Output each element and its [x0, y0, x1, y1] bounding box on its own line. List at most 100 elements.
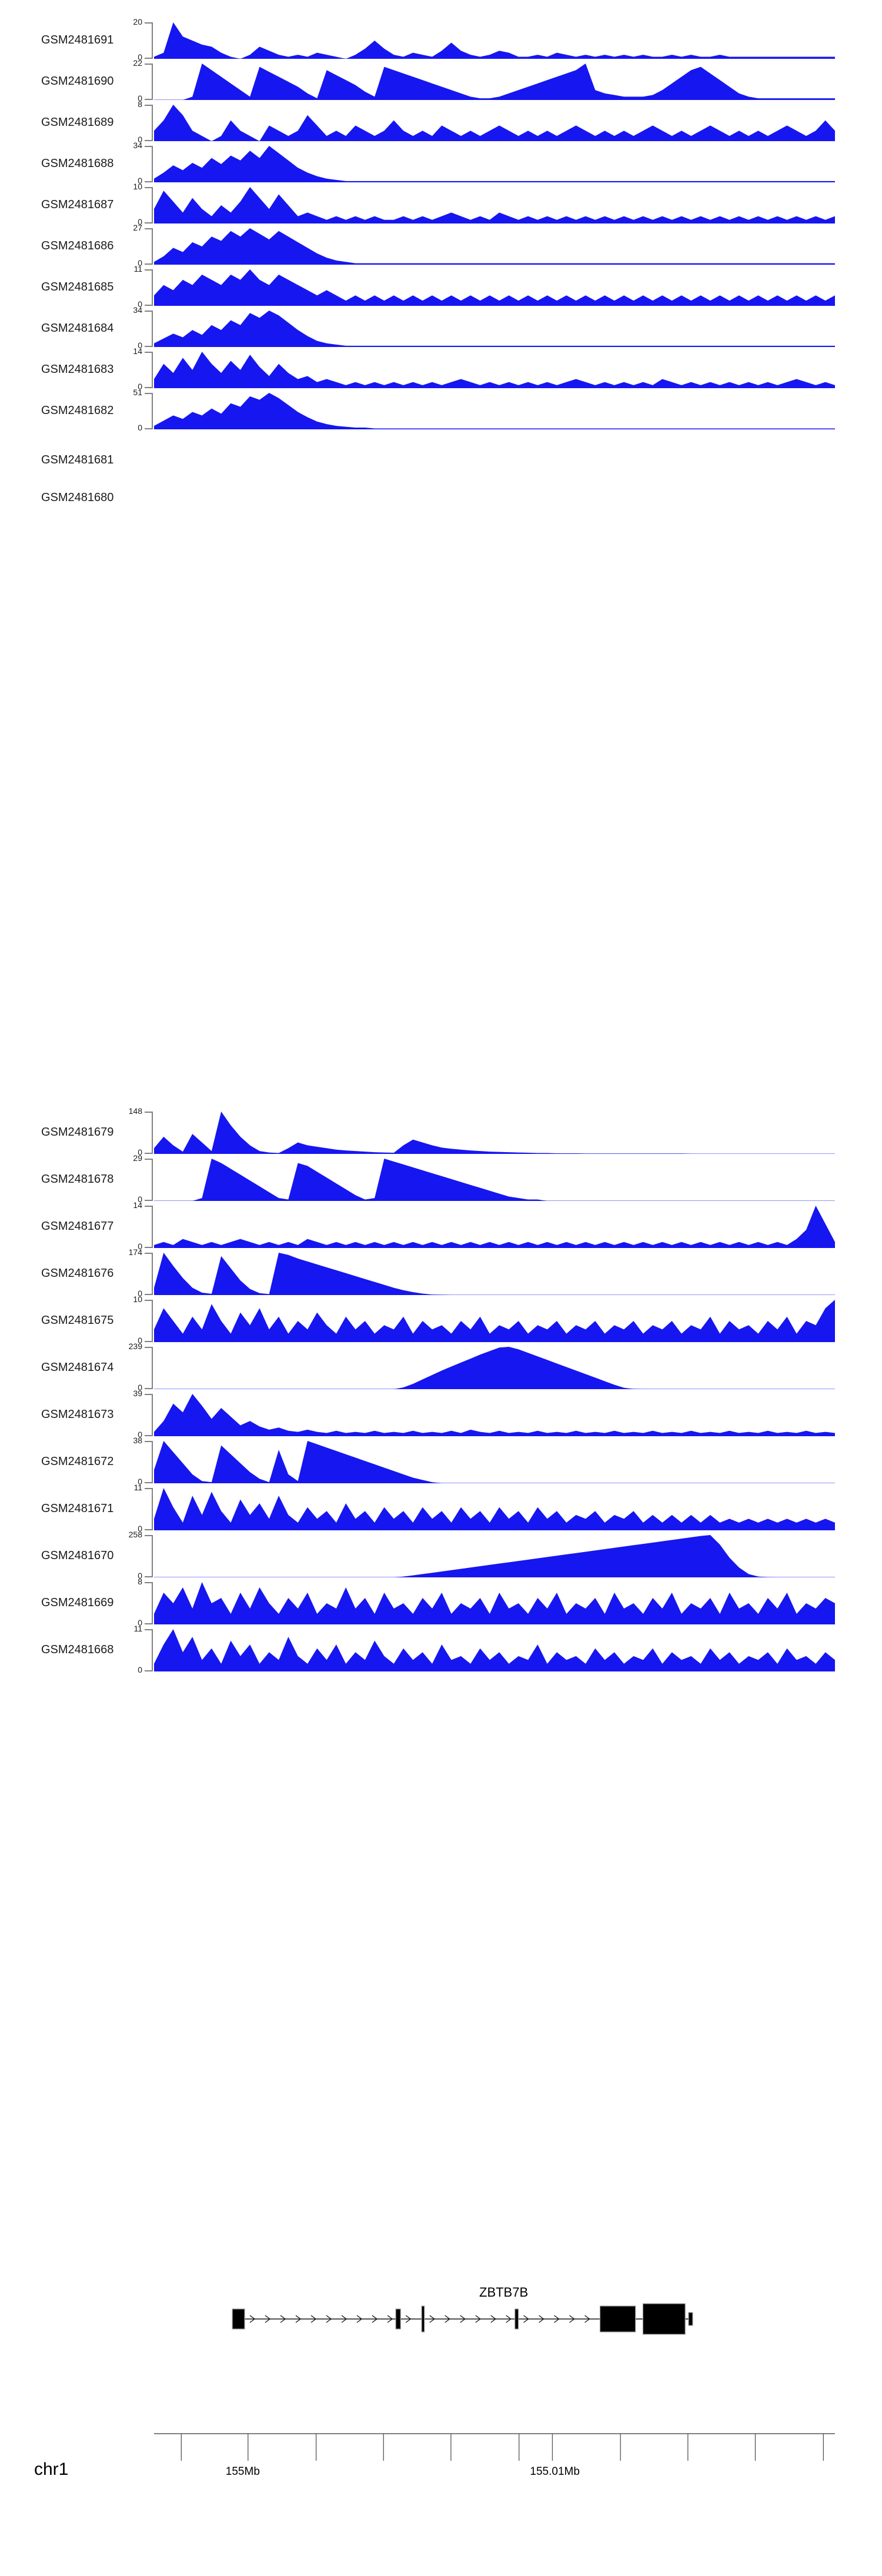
- axis-max-value: 174: [128, 1247, 142, 1257]
- coverage-track[interactable]: GSM2481678 29 0: [0, 1153, 882, 1204]
- axis-min-value: 0: [138, 1665, 142, 1674]
- axis-tick-max: [145, 352, 153, 353]
- coverage-track[interactable]: GSM2481680: [0, 483, 882, 513]
- coverage-track[interactable]: GSM2481691 20 0: [0, 17, 882, 62]
- coverage-area[interactable]: [154, 1206, 835, 1248]
- axis-min-value: 0: [138, 423, 142, 432]
- axis-tick-min: [145, 181, 153, 182]
- coverage-track[interactable]: GSM2481683 14 0: [0, 346, 882, 391]
- track-label: GSM2481688: [41, 157, 114, 170]
- axis-tick-max: [145, 269, 153, 271]
- axis-tick-min: [145, 1153, 153, 1154]
- axis-line: [152, 187, 153, 223]
- axis-max-value: 11: [133, 1483, 142, 1492]
- axis-min-value: 0: [138, 382, 142, 391]
- coverage-track[interactable]: GSM2481689 8 0: [0, 99, 882, 144]
- coverage-area[interactable]: [154, 187, 835, 223]
- track-label: GSM2481681: [41, 453, 114, 466]
- coverage-track[interactable]: GSM2481675 10 0: [0, 1294, 882, 1345]
- gene-model-track[interactable]: ZBTB7B: [0, 2285, 882, 2355]
- coverage-track[interactable]: GSM2481672 38 0: [0, 1436, 882, 1486]
- coverage-track[interactable]: GSM2481690 22 0: [0, 58, 882, 103]
- axis-tick-max: [145, 146, 153, 147]
- axis-line: [152, 1253, 153, 1295]
- axis-line: [152, 1206, 153, 1248]
- coverage-track[interactable]: GSM2481688 34 0: [0, 141, 882, 185]
- chromosome-axis: chr1 155Mb 155.01Mb: [0, 2423, 882, 2541]
- axis-min-value: 0: [138, 176, 142, 185]
- coverage-track[interactable]: GSM2481684 34 0: [0, 305, 882, 350]
- axis-max-value: 22: [133, 58, 142, 68]
- track-label: GSM2481689: [41, 116, 114, 129]
- coverage-track[interactable]: GSM2481686 27 0: [0, 223, 882, 268]
- axis-min-value: 0: [138, 1194, 142, 1204]
- axis-tick-max: [145, 1394, 153, 1395]
- coverage-area[interactable]: [154, 22, 835, 59]
- coverage-track[interactable]: GSM2481673 39 0: [0, 1389, 882, 1439]
- axis-tick-max: [145, 1300, 153, 1301]
- coverage-area[interactable]: [154, 1629, 835, 1671]
- coverage-track[interactable]: GSM2481670 258 0: [0, 1530, 882, 1580]
- axis-tick-max: [145, 1253, 153, 1254]
- coverage-area[interactable]: [154, 1300, 835, 1342]
- axis-tick-min: [145, 58, 153, 59]
- gene-name-label: ZBTB7B: [479, 2285, 529, 2300]
- axis-min-value: 0: [138, 1571, 142, 1580]
- axis-tick-max: [145, 311, 153, 312]
- coverage-area[interactable]: [154, 228, 835, 265]
- chromosome-label: chr1: [34, 2460, 69, 2479]
- coverage-track[interactable]: GSM2481671 11 0: [0, 1483, 882, 1533]
- axis-line: [152, 1159, 153, 1201]
- coordinate-ruler[interactable]: 155Mb 155.01Mb: [154, 2423, 835, 2514]
- axis-line: [152, 1582, 153, 1624]
- axis-tick-min: [145, 1482, 153, 1483]
- coverage-area[interactable]: [154, 105, 835, 141]
- axis-max-value: 14: [133, 1200, 142, 1210]
- track-label: GSM2481670: [41, 1549, 114, 1562]
- axis-max-value: 14: [133, 346, 142, 356]
- axis-line: [152, 1629, 153, 1671]
- track-label: GSM2481677: [41, 1220, 114, 1233]
- coverage-track[interactable]: GSM2481676 174 0: [0, 1247, 882, 1298]
- axis-tick-max: [145, 105, 153, 106]
- track-label: GSM2481686: [41, 239, 114, 252]
- axis-tick-min: [145, 428, 153, 429]
- coverage-area[interactable]: [154, 1441, 835, 1483]
- coverage-track[interactable]: GSM2481685 11 0: [0, 264, 882, 309]
- coverage-track[interactable]: GSM2481669 8 0: [0, 1577, 882, 1627]
- coverage-track[interactable]: GSM2481682 51 0: [0, 388, 882, 432]
- coverage-area[interactable]: [154, 1394, 835, 1436]
- axis-tick-max: [145, 187, 153, 188]
- axis-tick-max: [145, 64, 153, 65]
- axis-max-value: 8: [138, 99, 142, 109]
- coverage-area[interactable]: [154, 1112, 835, 1154]
- coverage-area[interactable]: [154, 311, 835, 347]
- coverage-area[interactable]: [154, 1582, 835, 1624]
- coverage-area[interactable]: [154, 393, 835, 429]
- axis-min-value: 0: [138, 258, 142, 268]
- track-label: GSM2481673: [41, 1408, 114, 1421]
- track-label: GSM2481672: [41, 1455, 114, 1468]
- coverage-area[interactable]: [154, 352, 835, 388]
- axis-tick-max: [145, 1629, 153, 1630]
- coverage-area[interactable]: [154, 1535, 835, 1577]
- axis-line: [152, 352, 153, 388]
- coverage-area[interactable]: [154, 1488, 835, 1530]
- coverage-area[interactable]: [154, 146, 835, 182]
- coverage-track[interactable]: GSM2481674 239 0: [0, 1342, 882, 1392]
- axis-tick-max: [145, 1347, 153, 1348]
- coverage-area[interactable]: [154, 1159, 835, 1201]
- coverage-area[interactable]: [154, 269, 835, 306]
- coverage-area[interactable]: [154, 1253, 835, 1295]
- axis-min-value: 0: [138, 341, 142, 350]
- axis-min-value: 0: [138, 135, 142, 144]
- coverage-track[interactable]: GSM2481687 10 0: [0, 182, 882, 226]
- coverage-track[interactable]: GSM2481668 11 0: [0, 1624, 882, 1674]
- axis-max-value: 10: [133, 182, 142, 191]
- coverage-track[interactable]: GSM2481677 14 0: [0, 1200, 882, 1251]
- coverage-track[interactable]: GSM2481679 148 0: [0, 1106, 882, 1157]
- coverage-track[interactable]: GSM2481681: [0, 446, 882, 475]
- track-label: GSM2481679: [41, 1126, 114, 1139]
- coverage-area[interactable]: [154, 64, 835, 100]
- coverage-area[interactable]: [154, 1347, 835, 1389]
